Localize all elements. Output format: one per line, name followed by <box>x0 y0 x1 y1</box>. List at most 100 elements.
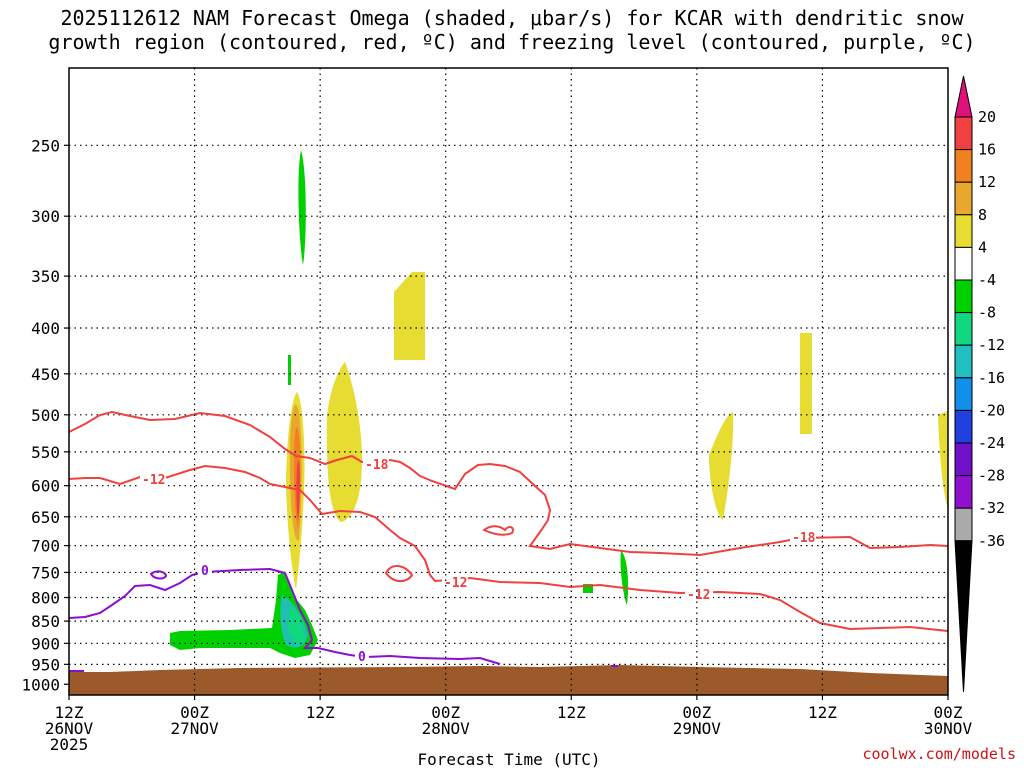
freezing-label: 0 <box>358 650 366 665</box>
label-bg <box>685 587 713 602</box>
colorbar-segment <box>954 181 973 216</box>
x-tick-label: 00Z <box>180 703 209 722</box>
colorbar-label: -24 <box>978 434 1005 452</box>
x-tick-label: 29NOV <box>673 719 722 738</box>
y-tick-label: 250 <box>31 136 60 155</box>
y-axis: 250 300 350 400 450 500 550 600 650 700 750 800 850 9… <box>21 136 69 694</box>
dgz-lower-label: -12 <box>444 576 467 591</box>
colorbar-segment <box>954 246 973 281</box>
colorbar-segment <box>954 279 973 314</box>
y-tick-label: 750 <box>31 563 60 582</box>
pressure-gridlines <box>69 144 948 665</box>
dgz-upper-label: -18 <box>365 458 389 473</box>
label-bg <box>790 530 816 545</box>
dgz-upper-label: -18 <box>792 531 816 546</box>
contours: -18 -18 -12 -12 -12 0 0 <box>69 410 948 672</box>
terrain <box>69 665 948 695</box>
title-line-1: 2025112612 NAM Forecast Omega (shaded, μ… <box>60 6 964 30</box>
y-tick-label: 650 <box>31 508 60 527</box>
colorbar-label: 12 <box>978 173 996 191</box>
colorbar-label: 8 <box>978 206 987 224</box>
colorbar-bottom-arrow <box>954 540 973 693</box>
x-tick-label: 12Z <box>55 703 84 722</box>
colorbar-label: 20 <box>978 108 996 126</box>
colorbar-label: -36 <box>978 532 1005 550</box>
dgz-upper-contour <box>69 410 948 557</box>
omega-negative-region <box>298 150 306 265</box>
colorbar-segment <box>954 344 973 379</box>
x-tick-label: 12Z <box>557 703 586 722</box>
colorbar-top-arrow <box>954 75 973 118</box>
dgz-closed-contour <box>384 565 414 583</box>
title-line-2: growth region (contoured, red, ºC) and f… <box>48 30 976 54</box>
colorbar-label: -16 <box>978 369 1005 387</box>
label-bg <box>140 472 166 487</box>
omega-negative-region <box>170 572 318 658</box>
dgz-closed-contour <box>482 525 514 536</box>
colorbar-label: 4 <box>978 238 987 256</box>
y-tick-label: 550 <box>31 443 60 462</box>
x-tick-label: 26NOV <box>45 719 94 738</box>
x-tick-label: 00Z <box>682 703 711 722</box>
colorbar-segment <box>954 507 973 542</box>
y-tick-label: 400 <box>31 319 60 338</box>
colorbar-label: -8 <box>978 304 996 322</box>
time-gridlines <box>193 68 824 695</box>
dgz-lower-contour <box>69 464 948 632</box>
colorbar-segment <box>954 116 973 151</box>
colorbar-segment <box>954 149 973 183</box>
x-tick-label: 2025 <box>50 735 89 754</box>
label-bg <box>355 649 369 664</box>
x-tick-label: 30NOV <box>924 719 973 738</box>
colorbar: 20 16 12 8 4 -4 -8 -12 -16 -20 -24 -28 -32 -36 <box>954 75 1005 693</box>
x-tick-label: 27NOV <box>170 719 219 738</box>
y-tick-label: 1000 <box>21 675 60 694</box>
y-tick-label: 850 <box>31 612 60 631</box>
credit-text: coolwx.com/models <box>862 745 1016 763</box>
omega-positive-region <box>938 410 948 510</box>
x-tick-label: 00Z <box>431 703 460 722</box>
colorbar-segment <box>954 442 973 477</box>
y-tick-label: 600 <box>31 477 60 496</box>
colorbar-segment <box>954 312 973 346</box>
y-tick-label: 800 <box>31 589 60 608</box>
freezing-level-contour <box>69 567 501 665</box>
x-tick-label: 12Z <box>306 703 335 722</box>
y-tick-label: 350 <box>31 267 60 286</box>
freezing-label: 0 <box>201 564 209 579</box>
colorbar-segment <box>954 377 973 411</box>
dgz-lower-label: -12 <box>687 588 710 603</box>
label-bg <box>442 575 468 590</box>
label-bg <box>198 563 212 578</box>
y-tick-label: 300 <box>31 207 60 226</box>
y-tick-label: 700 <box>31 537 60 556</box>
x-tick-label: 12Z <box>808 703 837 722</box>
chart-title: 2025112612 NAM Forecast Omega (shaded, μ… <box>0 6 1024 54</box>
omega-positive-region <box>394 272 425 360</box>
label-bg <box>363 457 389 472</box>
freezing-closed-contour <box>149 570 168 580</box>
omega-positive-region <box>709 412 734 520</box>
y-tick-label: 950 <box>31 655 60 674</box>
colorbar-label: -28 <box>978 467 1005 485</box>
y-tick-label: 450 <box>31 365 60 384</box>
omega-negative-region <box>288 355 291 385</box>
colorbar-label: 16 <box>978 141 996 159</box>
dgz-lower-label: -12 <box>142 473 165 488</box>
omega-strong-negative-region <box>288 605 305 646</box>
colorbar-label: -32 <box>978 499 1005 517</box>
omega-positive-region <box>326 362 362 522</box>
colorbar-segment <box>954 475 973 509</box>
colorbar-segment <box>954 214 973 248</box>
y-tick-label: 900 <box>31 634 60 653</box>
y-tick-label: 500 <box>31 406 60 425</box>
x-axis-label: Forecast Time (UTC) <box>417 750 600 768</box>
colorbar-label: -12 <box>978 336 1005 354</box>
omega-shading <box>69 150 948 695</box>
omega-positive-region <box>800 333 812 434</box>
plot-frame <box>68 67 949 696</box>
x-tick-label: 00Z <box>934 703 963 722</box>
omega-negative-region <box>620 550 629 605</box>
